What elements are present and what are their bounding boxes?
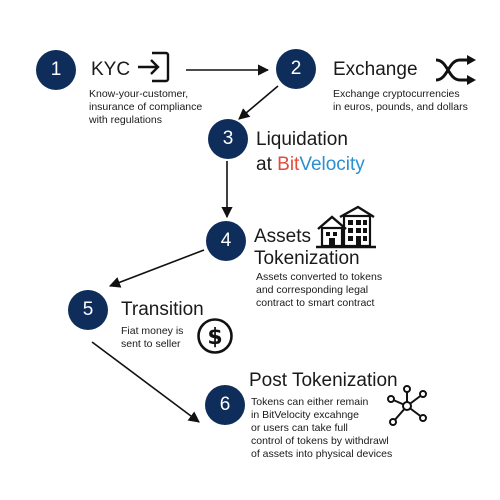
step-3-title: Liquidation [256,129,348,150]
step-1-description-line: Know-your-customer, [89,88,189,100]
step-3-subtitle: at BitVelocity [256,154,365,176]
step-1-description-line: with regulations [89,114,162,126]
step-6-description-line: or users can take full [251,422,348,434]
brand-name: BitVelocity [277,154,365,175]
brand-name-bit: Bit [277,154,300,175]
step-1-description: Know-your-customer, insurance of complia… [89,88,202,127]
step-5-title: Transition [121,299,204,320]
step-2-description-line: in euros, pounds, and dollars [333,101,468,113]
dollar-icon: $ [196,317,234,360]
buildings-icon [316,205,376,254]
step-4-description: Assets converted to tokens and correspon… [256,271,382,310]
step-3-subtitle-prefix: at [256,154,272,175]
step-6-description-line: of assets into physical devices [251,448,393,460]
step-4-description-line: contract to smart contract [256,297,375,309]
step-4-title-line2: Tokenization [254,248,360,269]
step-6-description: Tokens can either remain in BitVelocity … [251,396,392,461]
step-5-description: Fiat money is sent to seller [121,325,183,351]
shuffle-icon [434,55,478,90]
step-5-number: 5 [68,290,108,330]
step-2-description: Exchange cryptocurrencies in euros, poun… [333,88,468,114]
brand-name-velocity: Velocity [299,154,365,175]
step-1-number: 1 [36,50,76,90]
step-6-title: Post Tokenization [249,370,398,391]
step-4-number: 4 [206,221,246,261]
network-icon [385,384,429,433]
step-2-number: 2 [276,49,316,89]
step-4-title-line1: Assets [254,226,312,247]
step-6-description-line: Tokens can either remain [251,396,369,408]
step-6-description-line: control of tokens by withdrawl [251,435,389,447]
step-1-title: KYC [91,59,131,80]
step-2-description-line: Exchange cryptocurrencies [333,88,460,100]
step-6-description-line: in BitVelocity excahnge [251,409,359,421]
step-4-description-line: Assets converted to tokens [256,271,383,283]
step-5-description-line: sent to seller [121,338,181,350]
svg-text:$: $ [207,325,222,350]
arrow-5-to-6 [91,341,200,423]
arrow-2-to-3 [238,85,279,120]
step-1-description-line: insurance of compliance [89,101,203,113]
step-3-number: 3 [208,119,248,159]
step-2-title: Exchange [333,59,418,80]
sign-in-icon [135,50,171,89]
step-6-number: 6 [205,385,245,425]
step-4-description-line: and corresponding legal [256,284,369,296]
step-5-description-line: Fiat money is [121,325,184,337]
arrow-4-to-5 [108,249,205,288]
